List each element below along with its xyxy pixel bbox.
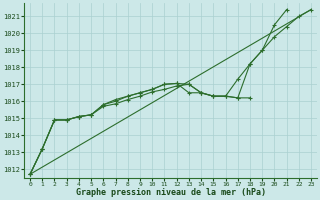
X-axis label: Graphe pression niveau de la mer (hPa): Graphe pression niveau de la mer (hPa)	[76, 188, 266, 197]
